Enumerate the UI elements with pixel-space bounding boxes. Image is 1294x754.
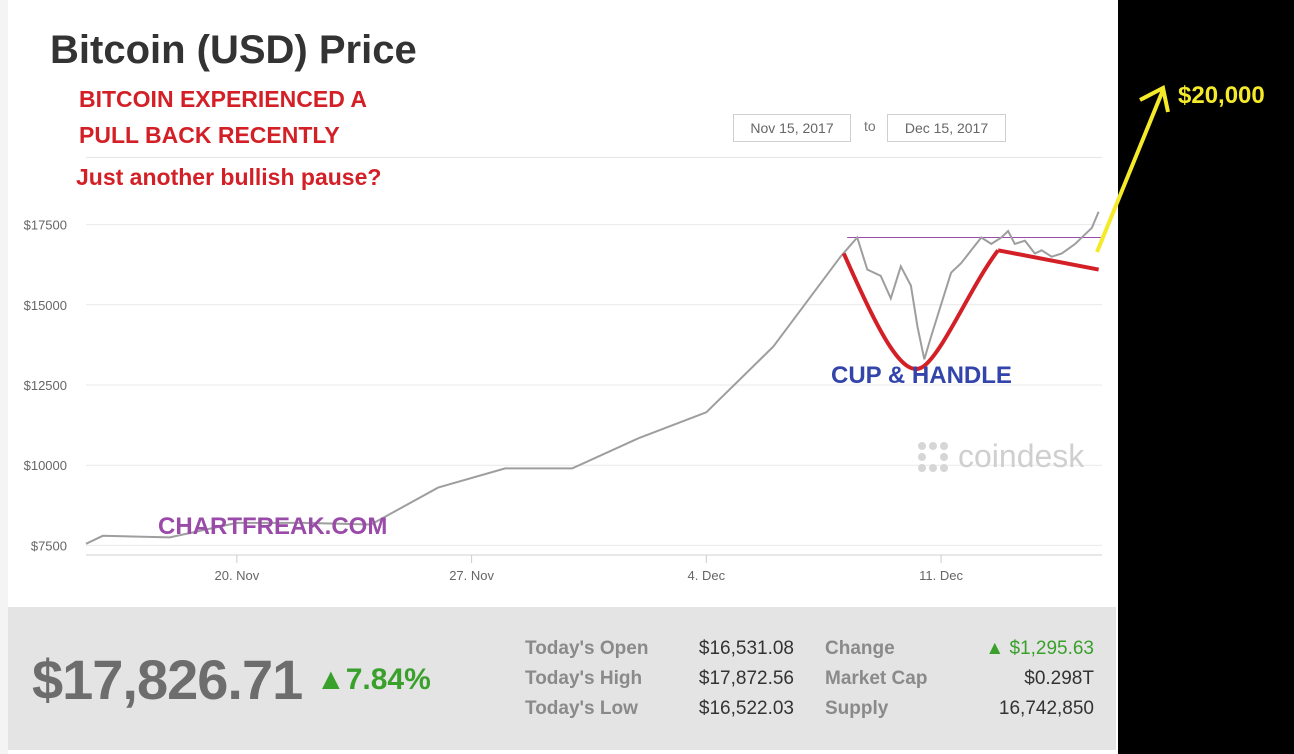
- handle-line: [997, 248, 1100, 272]
- stat-value-high: $17,872.56: [698, 668, 794, 689]
- chart-ticks: $7500 $10000 $12500 $15000 $17500 20. Nov 27. …: [24, 218, 964, 583]
- price-target-label: $20,000: [1178, 82, 1265, 109]
- stat-label-high: Today's High: [525, 668, 643, 689]
- stat-value-low: $16,522.03: [698, 698, 794, 719]
- x-tick-label: 20. Nov: [214, 568, 259, 583]
- coindesk-wordmark: coindesk: [958, 438, 1085, 474]
- y-tick-label: $15000: [24, 298, 67, 313]
- coindesk-icon: [918, 441, 948, 472]
- chart-title: Bitcoin (USD) Price: [50, 28, 417, 72]
- y-tick-label: $10000: [24, 458, 67, 473]
- target-arrow: [1095, 89, 1165, 253]
- date-range-to-word: to: [864, 118, 876, 134]
- price-stats-panel: $17,826.71 ▲7.84% Today's Open $16,531.0…: [8, 607, 1116, 750]
- y-tick-label: $12500: [24, 378, 67, 393]
- change-percent: ▲7.84%: [316, 663, 431, 696]
- annotation-question: Just another bullish pause?: [76, 164, 382, 190]
- x-tick-label: 11. Dec: [919, 568, 963, 583]
- stat-label-market-cap: Market Cap: [825, 668, 928, 689]
- y-tick-label: $7500: [31, 538, 67, 553]
- coindesk-logo: coindesk: [916, 438, 1084, 475]
- y-tick-label: $17500: [24, 218, 67, 233]
- pattern-label: CUP & HANDLE: [831, 362, 1012, 389]
- stat-value-supply: 16,742,850: [998, 698, 1094, 719]
- current-price: $17,826.71: [32, 648, 303, 711]
- watermark: CHARTFREAK.COM: [158, 513, 388, 540]
- target-arrow-head: [1139, 85, 1170, 113]
- annotation-line-2: PULL BACK RECENTLY: [79, 122, 340, 148]
- chart-grid: [86, 224, 1102, 556]
- stat-label-supply: Supply: [825, 698, 889, 719]
- to-date-input[interactable]: Dec 15, 2017: [887, 114, 1006, 142]
- left-margin-strip: [0, 0, 8, 754]
- cup-curve: [841, 249, 1000, 371]
- annotation-line-1: BITCOIN EXPERIENCED A: [79, 86, 367, 112]
- price-line: [85, 211, 1100, 545]
- x-tick-label: 4. Dec: [688, 568, 726, 583]
- stat-label-change: Change: [825, 638, 895, 659]
- stat-label-low: Today's Low: [525, 698, 638, 719]
- stat-value-market-cap: $0.298T: [1024, 668, 1094, 689]
- stat-value-open: $16,531.08: [698, 638, 794, 659]
- x-tick-label: 27. Nov: [449, 568, 494, 583]
- from-date-input[interactable]: Nov 15, 2017: [733, 114, 851, 142]
- stat-value-change: ▲ $1,295.63: [985, 638, 1094, 659]
- date-range-divider: [86, 157, 1102, 158]
- stat-label-open: Today's Open: [525, 638, 649, 659]
